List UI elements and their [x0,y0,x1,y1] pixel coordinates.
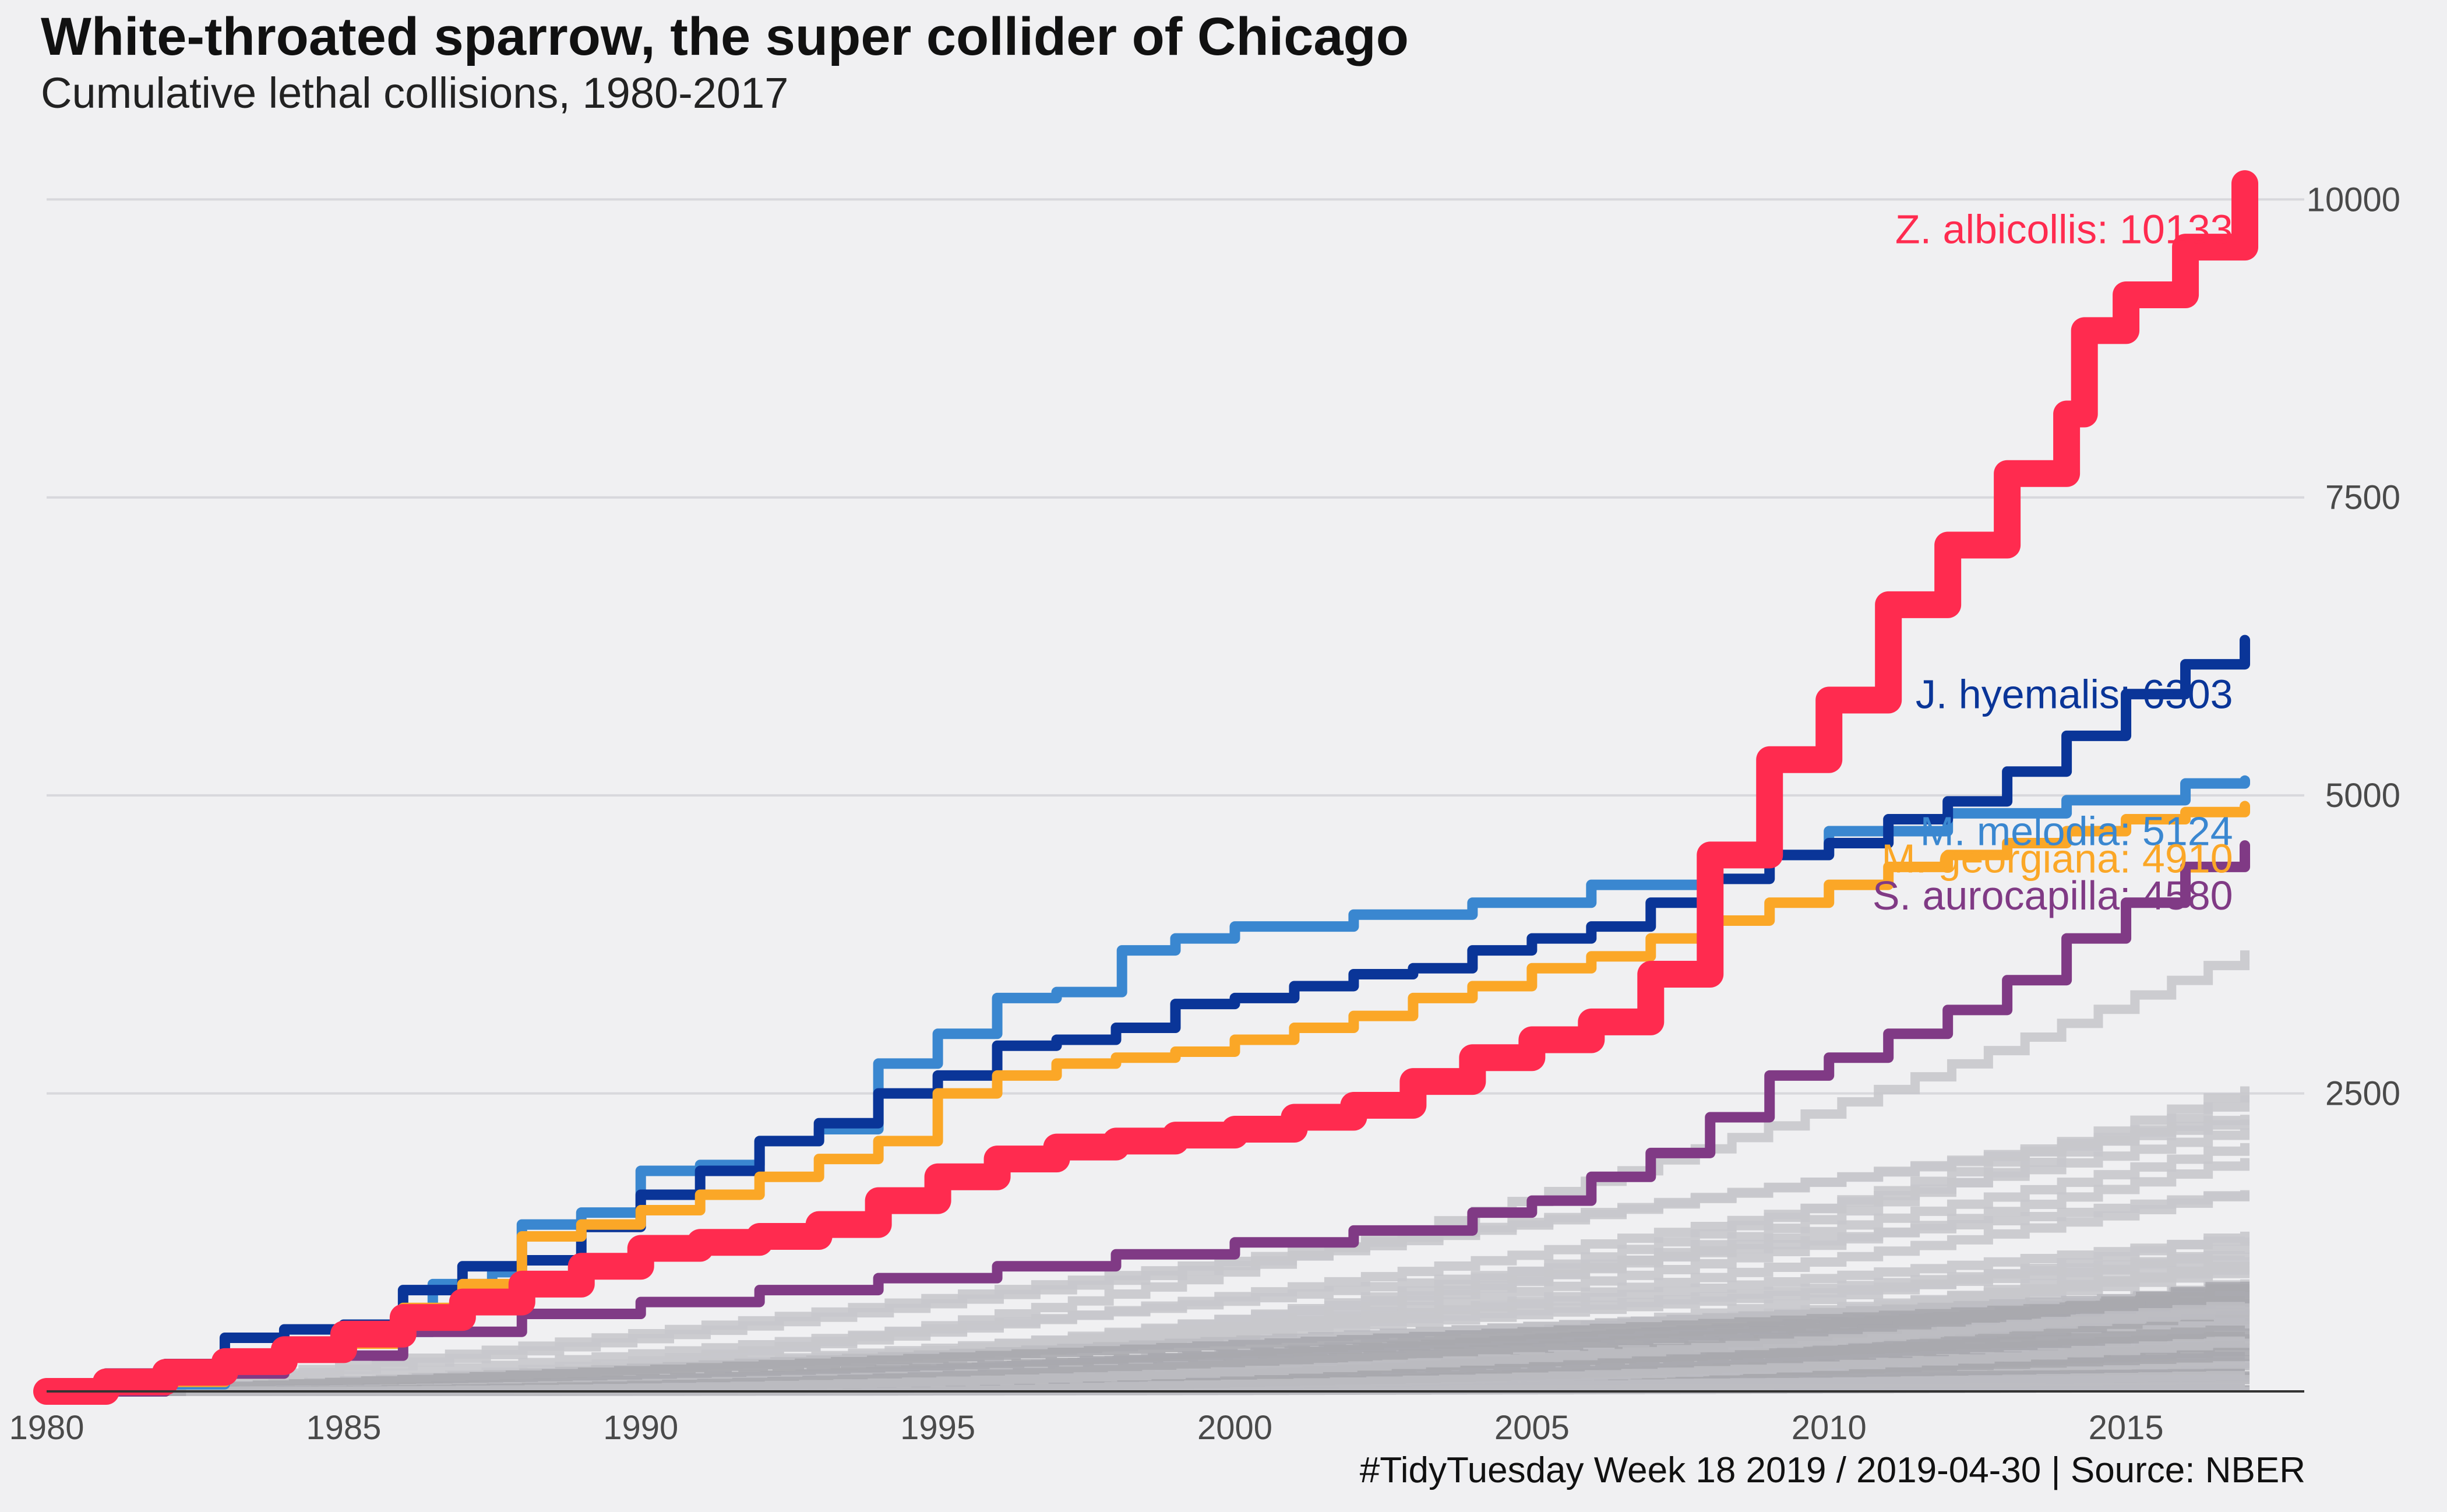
chart-caption: #TidyTuesday Week 18 2019 / 2019-04-30 |… [1359,1450,2305,1490]
x-tick-label: 1990 [603,1409,678,1447]
x-tick-label: 1995 [900,1409,975,1447]
background-species-line [47,1119,2250,1396]
series-label: M. melodia: 5124 [1920,809,2233,854]
x-tick-label: 1985 [306,1409,381,1447]
series-line [41,635,2251,1391]
x-tick-label: 2010 [1792,1409,1867,1447]
series-label: J. hyemalis: 6303 [1916,671,2233,717]
series-label: M. georgiana: 4910 [1881,836,2233,882]
y-tick-label: 5000 [2325,777,2400,815]
y-tick-label: 2500 [2325,1075,2400,1113]
series-label: S. aurocapilla: 4580 [1873,873,2233,918]
background-species-line [186,1305,2250,1396]
series-line [41,801,2251,1397]
x-tick-label: 1980 [9,1409,84,1447]
x-tick-label: 2015 [2089,1409,2164,1447]
background-species-line [47,1191,2250,1396]
chart-title: White-throated sparrow, the super collid… [41,7,1409,66]
x-tick-label: 2005 [1494,1409,1570,1447]
series-line [41,840,2251,1397]
background-species-line [76,1295,2250,1396]
y-tick-label: 10000 [2307,181,2400,218]
series-label: Z. albicollis: 10133 [1895,206,2233,252]
title-block: White-throated sparrow, the super collid… [41,5,1409,118]
y-tick-label: 7500 [2325,479,2400,517]
chart-subtitle: Cumulative lethal collisions, 1980-2017 [41,69,789,117]
x-tick-label: 2000 [1197,1409,1272,1447]
series-line [33,170,2259,1405]
